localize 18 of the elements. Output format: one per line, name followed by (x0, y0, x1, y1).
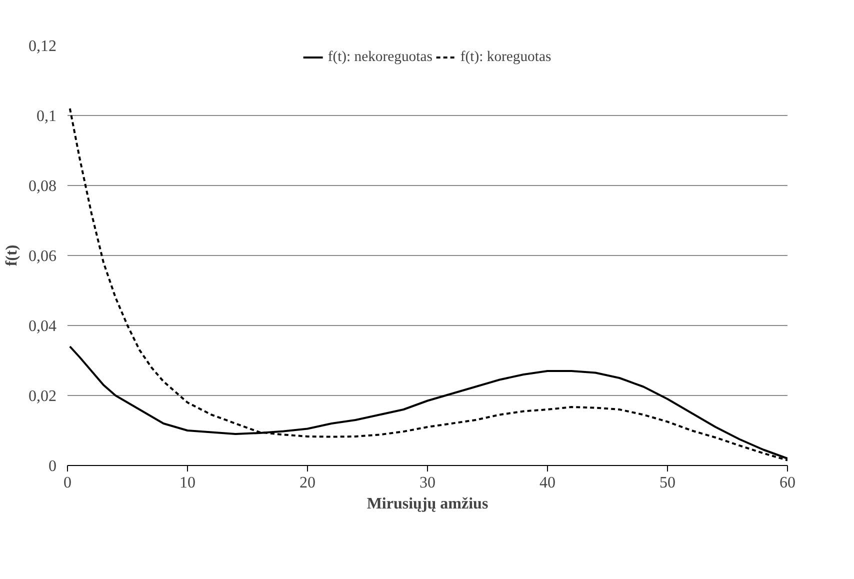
y-tick-label: 0,1 (36, 108, 56, 125)
x-tick-label: 60 (780, 474, 796, 492)
y-tick-label: 0,08 (28, 178, 56, 195)
y-tick-label: 0,02 (28, 388, 56, 405)
y-axis-title: f(t) (4, 244, 20, 266)
x-tick-label: 40 (540, 474, 556, 492)
x-axis-title: Mirusiųjų amžius (366, 496, 488, 512)
x-tick-label: 30 (420, 474, 436, 492)
x-tick-label: 20 (300, 474, 316, 492)
y-tick-label: 0,04 (28, 318, 56, 335)
y-tick-label: 0,12 (28, 38, 56, 55)
legend-label: f(t): nekoreguotas (328, 48, 432, 66)
x-tick-label: 10 (180, 474, 196, 492)
x-tick-label: 0 (64, 474, 72, 492)
legend-label: f(t): koreguotas (460, 48, 552, 66)
y-tick-label: 0,06 (28, 248, 56, 265)
y-tick-label: 0 (48, 458, 56, 475)
x-tick-label: 50 (660, 474, 676, 492)
